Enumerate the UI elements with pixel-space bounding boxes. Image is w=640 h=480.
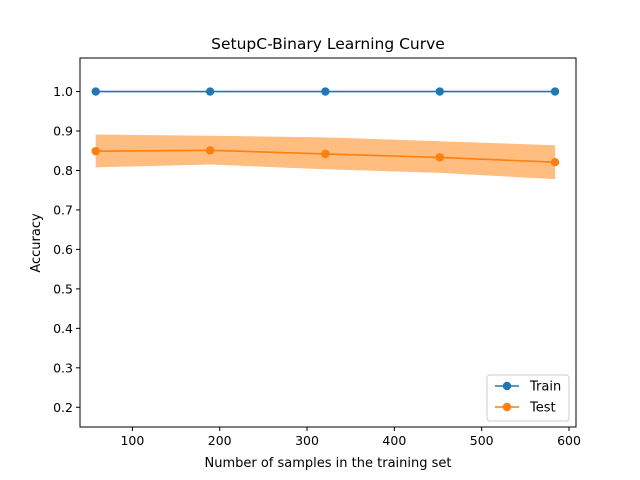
y-tick-label-6: 0.8 (53, 163, 73, 178)
train-point-4 (435, 87, 444, 96)
plot-area (91, 87, 560, 180)
y-tick-label-0: 0.2 (53, 400, 73, 415)
train-point-3 (321, 87, 330, 96)
legend-test-marker (502, 402, 512, 412)
legend-train-marker (502, 381, 512, 391)
test-point-1 (91, 146, 100, 156)
train-point-1 (91, 87, 100, 96)
test-point-4 (435, 153, 444, 162)
y-tick-label-8: 1.0 (53, 84, 73, 99)
y-tick-label-1: 0.3 (53, 360, 73, 375)
x-axis-title: Number of samples in the training set (205, 456, 452, 471)
train-point-5 (550, 87, 560, 96)
plot-frame (79, 57, 577, 428)
x-axis: 100 200 300 400 500 600 (120, 427, 581, 448)
y-axis-title: Accuracy (29, 213, 44, 273)
y-tick-label-7: 0.9 (53, 124, 73, 139)
x-tick-label-300: 300 (295, 433, 319, 448)
y-tick-label-2: 0.4 (53, 321, 73, 336)
x-tick-label-500: 500 (470, 433, 494, 448)
x-tick-label-600: 600 (557, 433, 581, 448)
legend-train-label: Train (529, 380, 561, 395)
test-point-3 (321, 149, 330, 159)
y-axis: 0.2 0.3 0.4 0.5 0.6 0.7 0.8 0.9 1.0 (53, 84, 80, 415)
test-point-5 (550, 157, 560, 167)
y-tick-label-4: 0.6 (53, 242, 73, 257)
x-tick-label-200: 200 (208, 433, 232, 448)
y-tick-label-3: 0.5 (53, 281, 73, 296)
chart-title: SetupC-Binary Learning Curve (211, 35, 445, 53)
x-tick-label-400: 400 (382, 433, 406, 448)
test-point-2 (205, 146, 215, 155)
legend-test-label: Test (529, 401, 556, 416)
x-tick-label-100: 100 (120, 433, 144, 448)
y-tick-label-5: 0.7 (53, 202, 73, 217)
train-point-2 (205, 87, 215, 96)
legend: Train Test (486, 374, 570, 422)
